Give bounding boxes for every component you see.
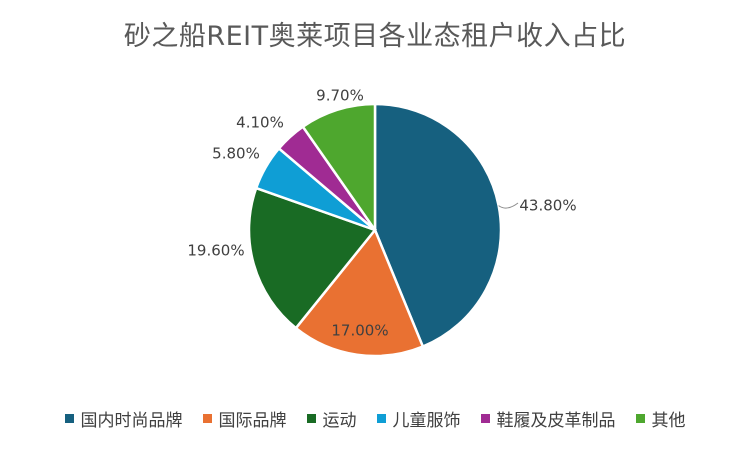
legend-label: 其他 xyxy=(651,411,686,431)
legend-swatch xyxy=(306,414,316,423)
pie-chart: 43.80% 17.00% 19.60% 5.80% 4.10% 9.70% xyxy=(187,87,577,358)
leader-line xyxy=(498,202,519,209)
chart-title: 砂之船REIT奥莱项目各业态租户收入占比 xyxy=(123,21,627,52)
pie-slice-3 xyxy=(247,186,378,330)
legend-label: 鞋履及皮革制品 xyxy=(496,411,616,431)
legend-label: 国内时尚品牌 xyxy=(80,411,183,431)
data-label-4: 5.80% xyxy=(212,145,260,163)
legend: 国内时尚品牌 国际品牌 运动 儿童服饰 鞋履及皮革制品 其他 xyxy=(0,406,750,431)
data-label-3: 19.60% xyxy=(187,242,244,260)
legend-item-3: 运动 xyxy=(306,406,357,431)
legend-item-1: 国内时尚品牌 xyxy=(64,406,183,431)
legend-item-2: 国际品牌 xyxy=(202,406,287,431)
pie-slice-6 xyxy=(301,102,377,234)
legend-item-6: 其他 xyxy=(635,406,686,431)
legend-label: 运动 xyxy=(322,411,357,431)
legend-swatch xyxy=(376,414,386,423)
data-label-6: 9.70% xyxy=(316,87,364,105)
legend-swatch xyxy=(635,414,645,423)
legend-label: 国际品牌 xyxy=(218,411,287,431)
pie-slice-2 xyxy=(294,227,425,358)
data-label-1: 43.80% xyxy=(519,197,576,215)
data-label-2: 17.00% xyxy=(331,322,388,340)
legend-swatch xyxy=(480,414,490,423)
legend-item-4: 儿童服饰 xyxy=(376,406,461,431)
legend-label: 儿童服饰 xyxy=(392,411,461,431)
legend-swatch xyxy=(202,414,212,423)
legend-swatch xyxy=(64,414,74,423)
data-label-5: 4.10% xyxy=(236,114,284,132)
legend-item-5: 鞋履及皮革制品 xyxy=(480,406,616,431)
